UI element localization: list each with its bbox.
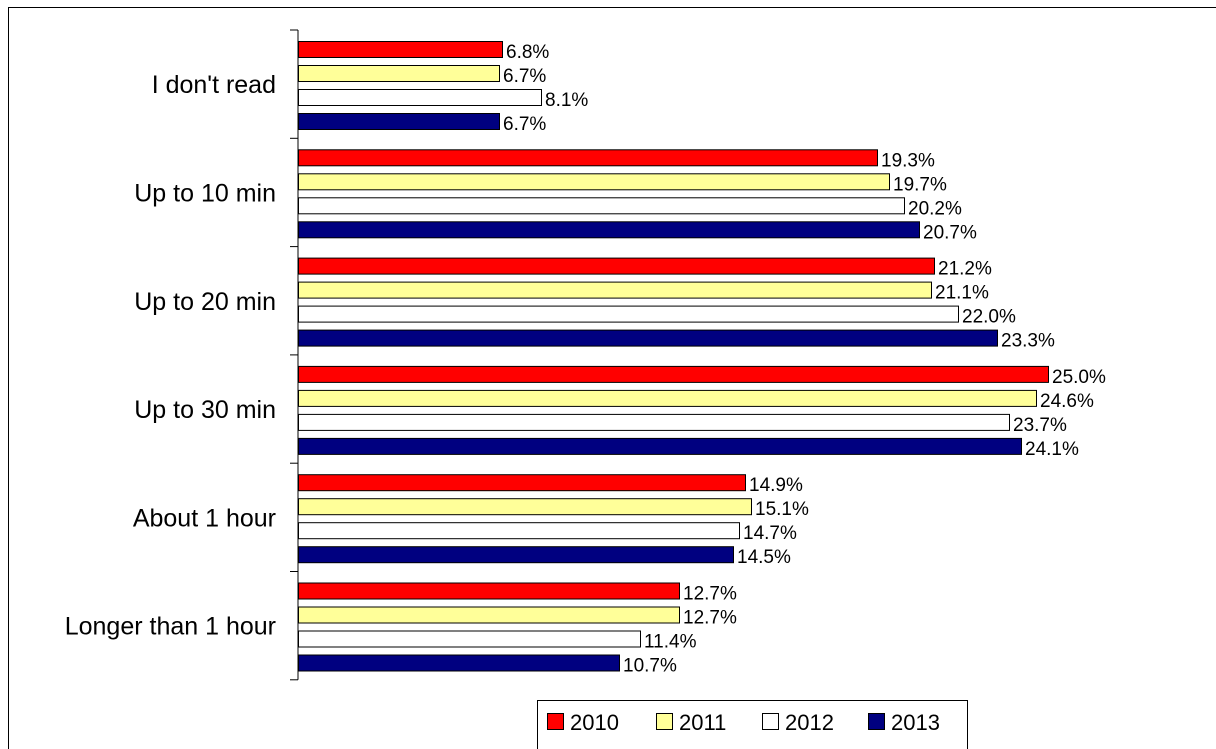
data-label: 12.7% bbox=[683, 584, 737, 605]
chart-frame bbox=[8, 7, 1216, 749]
legend-swatch-2012 bbox=[762, 713, 779, 730]
bar-2011 bbox=[298, 498, 752, 516]
legend bbox=[537, 700, 968, 749]
bar-2013 bbox=[298, 221, 920, 239]
data-label: 25.0% bbox=[1052, 367, 1106, 388]
bar-2013 bbox=[298, 329, 998, 347]
data-label: 21.1% bbox=[935, 283, 989, 304]
legend-swatch-2010 bbox=[547, 713, 564, 730]
data-label: 6.7% bbox=[503, 66, 546, 87]
category-label: Up to 10 min bbox=[134, 179, 276, 207]
bar-2013 bbox=[298, 437, 1022, 455]
legend-label: 2012 bbox=[785, 710, 834, 735]
data-label: 6.7% bbox=[503, 114, 546, 135]
bar-2011 bbox=[298, 606, 680, 624]
bar-2012 bbox=[298, 522, 740, 540]
bar-2011 bbox=[298, 389, 1037, 407]
data-label: 22.0% bbox=[962, 307, 1016, 328]
legend-label: 2010 bbox=[570, 710, 619, 735]
bar-2010 bbox=[298, 41, 503, 58]
bar-2010 bbox=[298, 474, 746, 492]
category-label: Longer than 1 hour bbox=[65, 613, 276, 641]
category-label: Up to 20 min bbox=[134, 288, 276, 316]
bar-2012 bbox=[298, 413, 1010, 431]
bar-2011 bbox=[298, 173, 890, 191]
bar-2012 bbox=[298, 305, 959, 323]
data-label: 15.1% bbox=[755, 499, 809, 520]
data-label: 20.7% bbox=[923, 222, 977, 243]
bar-2012 bbox=[298, 630, 641, 648]
data-label: 19.3% bbox=[881, 150, 935, 171]
bar-2012 bbox=[298, 197, 905, 215]
data-label: 24.6% bbox=[1040, 391, 1094, 412]
bar-2010 bbox=[298, 365, 1049, 383]
data-label: 14.5% bbox=[737, 547, 791, 568]
bar-2013 bbox=[298, 546, 734, 564]
data-label: 20.2% bbox=[908, 198, 962, 219]
legend-label: 2011 bbox=[679, 710, 726, 735]
bar-2011 bbox=[298, 65, 500, 82]
data-label: 8.1% bbox=[545, 90, 588, 111]
data-label: 19.7% bbox=[893, 174, 947, 195]
category-label: About 1 hour bbox=[133, 504, 276, 532]
bar-2013 bbox=[298, 113, 500, 130]
bar-2011 bbox=[298, 281, 932, 299]
data-label: 10.7% bbox=[623, 656, 677, 677]
legend-label: 2013 bbox=[891, 710, 940, 735]
data-label: 23.3% bbox=[1001, 331, 1055, 352]
data-label: 14.7% bbox=[743, 523, 797, 544]
category-label: I don't read bbox=[152, 71, 276, 99]
bar-2013 bbox=[298, 654, 620, 672]
bar-2010 bbox=[298, 149, 878, 167]
data-label: 14.9% bbox=[749, 475, 803, 496]
legend-swatch-2013 bbox=[868, 713, 885, 730]
data-label: 23.7% bbox=[1013, 415, 1067, 436]
data-label: 24.1% bbox=[1025, 439, 1079, 460]
category-label: Up to 30 min bbox=[134, 396, 276, 424]
legend-swatch-2011 bbox=[656, 713, 673, 730]
bar-2010 bbox=[298, 582, 680, 600]
data-label: 11.4% bbox=[644, 632, 697, 653]
data-label: 21.2% bbox=[938, 259, 992, 280]
data-label: 12.7% bbox=[683, 608, 737, 629]
data-label: 6.8% bbox=[506, 42, 549, 63]
bar-2012 bbox=[298, 89, 542, 106]
bar-2010 bbox=[298, 257, 935, 275]
